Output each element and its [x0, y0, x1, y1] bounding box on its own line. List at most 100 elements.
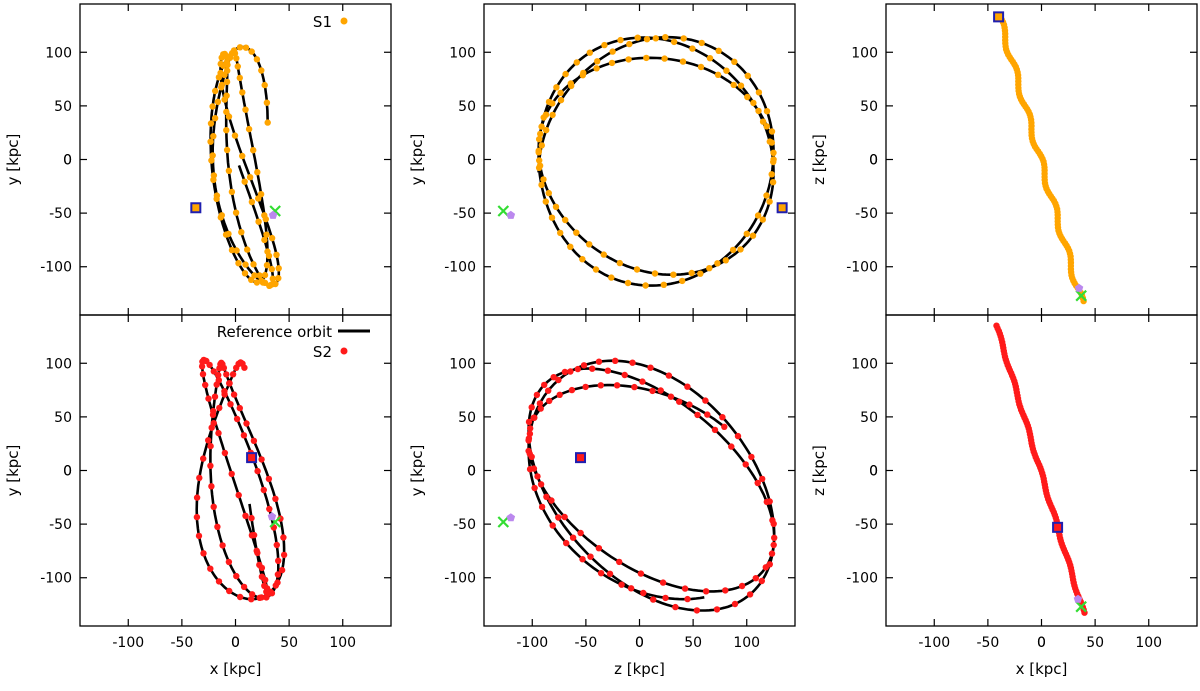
data-point-s1 — [633, 266, 641, 273]
data-point-s2 — [758, 577, 765, 585]
data-point-s2 — [538, 503, 546, 511]
data-point-s2 — [629, 359, 636, 366]
data-point-s2 — [657, 387, 664, 394]
data-point-s1 — [768, 128, 776, 135]
data-point-s1 — [228, 246, 236, 254]
data-point-s2 — [536, 400, 544, 407]
data-point-s1 — [210, 172, 218, 179]
y-axis-label: y [kpc] — [408, 445, 426, 497]
data-point-s1 — [689, 45, 696, 52]
data-point-s1 — [744, 72, 751, 80]
data-point-s1 — [729, 246, 737, 254]
data-point-s1 — [643, 36, 651, 43]
data-point-s2 — [265, 475, 273, 483]
data-point-s2 — [207, 565, 214, 572]
data-point-s1 — [594, 58, 601, 65]
data-point-s1 — [651, 270, 659, 277]
data-point-s1 — [251, 272, 258, 279]
data-point-s1 — [236, 44, 244, 51]
data-point-s1 — [660, 281, 667, 288]
data-point-s1 — [714, 260, 721, 267]
data-point-s1 — [224, 67, 231, 74]
data-point-s2 — [207, 462, 214, 469]
start-marker — [575, 452, 587, 464]
data-point-s1 — [540, 114, 547, 121]
data-point-s2 — [210, 368, 217, 375]
x-tick-label: 0 — [635, 635, 644, 651]
data-point-s1 — [268, 265, 275, 273]
data-point-s1 — [670, 271, 677, 278]
data-point-s1 — [208, 157, 215, 164]
data-point-s2 — [528, 404, 535, 411]
data-point-s2 — [266, 505, 273, 513]
data-point-s2 — [233, 572, 240, 580]
data-point-s1 — [562, 216, 569, 224]
data-point-s1 — [265, 252, 273, 260]
data-point-s1 — [737, 246, 744, 253]
y-axis-label: z [kpc] — [810, 445, 828, 496]
data-point-s2 — [226, 380, 233, 387]
x-tick-label-zero: 0 — [231, 635, 240, 651]
data-point-s2 — [567, 368, 574, 375]
data-point-s2 — [533, 391, 541, 399]
data-point-s1 — [250, 147, 257, 154]
data-point-s2 — [261, 582, 268, 589]
data-point-s2 — [702, 588, 710, 595]
data-point-s1 — [258, 67, 265, 74]
data-point-s1 — [625, 56, 632, 63]
data-point-s2 — [759, 475, 766, 483]
y-tick-label: 0 — [467, 464, 476, 480]
data-point-s2 — [240, 583, 248, 591]
y-tick-label: -50 — [855, 517, 878, 533]
panel-frame — [79, 314, 392, 627]
y-tick-label: -100 — [444, 260, 476, 276]
data-point-s1 — [248, 198, 256, 206]
data-point-s2 — [221, 388, 228, 395]
data-point-s2 — [555, 514, 562, 521]
data-point-s1 — [223, 92, 230, 99]
data-point-s2 — [770, 520, 777, 527]
data-point-s2 — [561, 513, 568, 521]
start-marker — [776, 202, 788, 214]
y-tick-label: 100 — [851, 356, 878, 372]
y-axis-label: y [kpc] — [4, 445, 22, 497]
end-cross-marker — [1075, 600, 1087, 613]
data-point-s1 — [601, 41, 608, 49]
y-tick-label: -50 — [453, 517, 476, 533]
data-point-s1 — [264, 119, 271, 126]
data-point-s1 — [680, 35, 687, 42]
data-point-s1 — [557, 89, 564, 97]
data-point-s1 — [225, 113, 233, 120]
y-tick-label: 0 — [869, 153, 878, 169]
data-point-s2 — [731, 600, 739, 608]
data-point-s2 — [525, 418, 533, 426]
data-point-s1 — [248, 276, 255, 283]
data-point-s1 — [225, 167, 233, 174]
data-point-s1 — [553, 84, 560, 91]
x-tick-label: 0 — [1037, 635, 1046, 651]
plot-area — [193, 356, 288, 603]
data-point-s1 — [242, 106, 249, 113]
data-point-s2 — [200, 455, 207, 462]
data-point-s2 — [227, 401, 234, 408]
data-point-s1 — [210, 133, 217, 140]
end-pentagon-marker — [506, 210, 516, 219]
y-tick-label-zero: 0 — [869, 153, 878, 169]
data-point-s2 — [221, 449, 229, 457]
data-point-s2 — [531, 484, 538, 492]
data-point-s1 — [593, 65, 600, 72]
data-point-s2 — [278, 566, 286, 574]
data-point-s2 — [637, 570, 645, 577]
end-pentagon-marker — [1073, 594, 1083, 603]
data-point-s1 — [222, 53, 230, 60]
data-point-s2 — [650, 596, 657, 603]
x-tick-label: -50 — [976, 635, 999, 651]
data-point-s1 — [730, 81, 737, 89]
data-point-s2 — [742, 461, 749, 468]
data-point-s2 — [766, 561, 773, 568]
x-tick-label: -100 — [112, 635, 144, 651]
data-point-s1 — [209, 152, 216, 159]
data-point-s2 — [205, 437, 212, 444]
